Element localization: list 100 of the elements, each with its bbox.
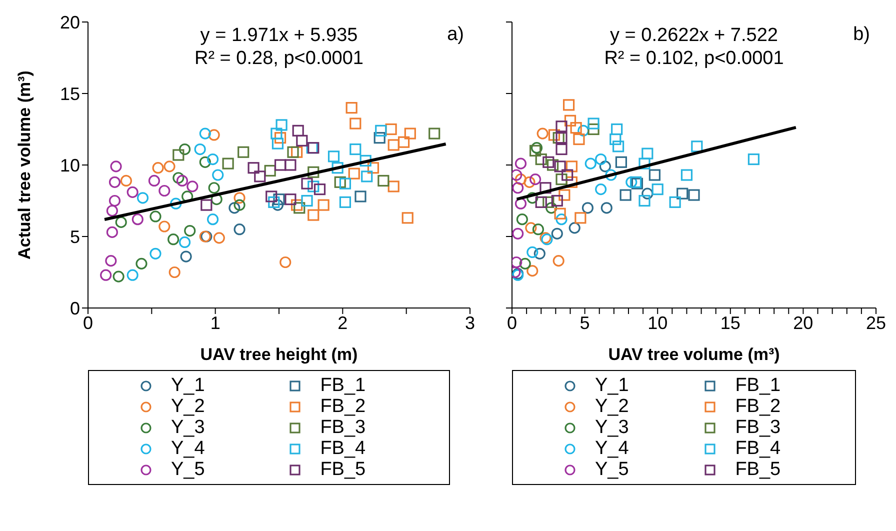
- x-tick-label: 2: [338, 312, 348, 333]
- x-tick-label: 10: [648, 312, 668, 333]
- annotation: R² = 0.28, p<0.0001: [193, 47, 364, 70]
- legend-label: Y_1: [595, 374, 629, 396]
- point: [642, 188, 654, 200]
- point: [350, 118, 362, 130]
- legend-label: Y_5: [171, 458, 205, 480]
- point: [536, 128, 548, 140]
- point: [284, 159, 296, 171]
- legend-label: FB_5: [320, 458, 366, 480]
- point: [110, 160, 122, 172]
- point: [374, 132, 386, 144]
- point: [652, 184, 664, 196]
- legend-label: FB_4: [735, 438, 781, 460]
- point: [530, 142, 543, 154]
- point: [170, 198, 182, 210]
- legend-label: FB_4: [320, 438, 366, 460]
- legend-label: Y_3: [171, 416, 205, 438]
- point: [648, 169, 660, 181]
- point: [611, 123, 623, 136]
- point: [176, 174, 188, 187]
- point: [314, 184, 326, 196]
- point: [566, 160, 578, 172]
- x-tick-label: 5: [580, 312, 590, 333]
- x-tick-label: 1: [210, 312, 220, 333]
- legend-label: FB_5: [735, 458, 781, 480]
- point: [540, 182, 552, 194]
- point: [599, 160, 611, 172]
- point: [172, 172, 184, 184]
- point: [676, 188, 688, 200]
- x-tick-label: 25: [866, 312, 886, 333]
- point: [332, 162, 344, 174]
- point: [354, 190, 366, 202]
- point: [612, 140, 624, 152]
- point: [276, 119, 288, 131]
- legend-label: Y_4: [171, 438, 205, 460]
- point: [402, 212, 414, 224]
- point: [115, 216, 127, 228]
- point: [529, 144, 542, 156]
- point: [564, 114, 576, 126]
- point: [199, 128, 211, 140]
- point: [238, 146, 250, 158]
- point: [106, 226, 118, 238]
- point: [112, 270, 124, 282]
- point: [548, 129, 560, 141]
- point: [301, 194, 313, 207]
- legend-label: Y_5: [595, 458, 629, 480]
- point: [605, 169, 617, 181]
- point: [280, 256, 292, 268]
- point: [200, 199, 212, 211]
- point: [206, 214, 219, 226]
- annotation: y = 1.971x + 5.935: [200, 25, 358, 46]
- point: [512, 256, 522, 268]
- point: [748, 153, 760, 166]
- point: [532, 224, 544, 236]
- point: [514, 198, 527, 210]
- point: [375, 124, 387, 136]
- point: [208, 129, 220, 141]
- point: [272, 138, 284, 150]
- y-tick-label: 5: [70, 226, 80, 247]
- annotation: a): [447, 24, 464, 46]
- point: [588, 118, 600, 130]
- annotation: b): [853, 24, 870, 46]
- point: [199, 156, 211, 168]
- point: [268, 196, 280, 208]
- point: [367, 162, 380, 174]
- point: [152, 162, 164, 174]
- x-axis-title: UAV tree volume (m³): [608, 345, 780, 364]
- x-tick-label: 3: [464, 312, 476, 333]
- point: [562, 169, 574, 181]
- point: [339, 178, 352, 190]
- point: [626, 176, 638, 188]
- point: [512, 182, 524, 194]
- point: [638, 158, 650, 170]
- point: [638, 194, 650, 207]
- point: [274, 132, 286, 144]
- point: [512, 228, 524, 240]
- point: [378, 174, 390, 187]
- point: [168, 266, 180, 278]
- point: [100, 269, 112, 281]
- legend-label: FB_1: [320, 374, 366, 396]
- point: [562, 99, 575, 111]
- point: [328, 150, 340, 162]
- point: [551, 228, 563, 240]
- point: [212, 169, 224, 181]
- point: [248, 162, 260, 174]
- point: [126, 186, 138, 198]
- legend-label: FB_2: [735, 396, 781, 418]
- point: [164, 160, 176, 172]
- y-tick-label: 10: [60, 155, 80, 176]
- point: [546, 159, 559, 171]
- y-tick-label: 0: [70, 298, 80, 318]
- point: [150, 248, 162, 260]
- point: [398, 136, 410, 148]
- point: [274, 159, 286, 171]
- point: [568, 222, 580, 234]
- point: [516, 214, 528, 226]
- point: [554, 208, 566, 220]
- point: [556, 132, 568, 144]
- point: [535, 153, 547, 166]
